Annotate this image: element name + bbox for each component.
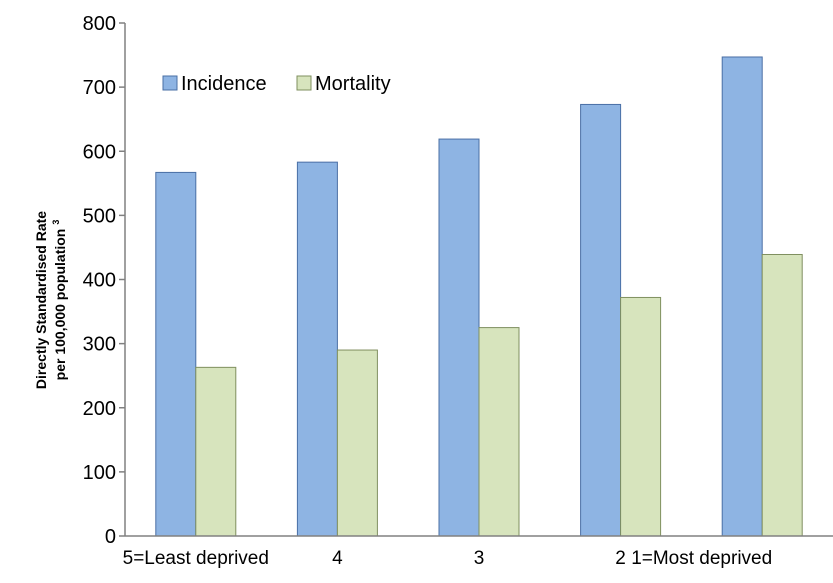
y-tick-label: 100: [83, 462, 116, 484]
x-category-label: 4: [332, 548, 343, 569]
y-axis-title-line2-text: per 100,000 population: [52, 229, 68, 381]
y-axis-title: Directly Standardised Rate per 100,000 p…: [33, 211, 68, 389]
y-tick-label: 700: [83, 77, 116, 99]
bar-incidence-2: [438, 138, 480, 537]
bar-incidence-3: [580, 103, 622, 537]
bar-mortality-1: [336, 349, 378, 537]
bar-mortality-2: [478, 327, 520, 537]
x-category-label: 5=Least deprived: [123, 548, 269, 569]
bars-layer: [155, 56, 803, 537]
legend-swatch-mortality: [296, 75, 312, 91]
bar-incidence-0: [155, 171, 197, 537]
y-tick-label: 300: [83, 334, 116, 356]
y-ticks: 0 100 200 300 400 500 600 700 800: [83, 13, 125, 548]
bar-incidence-1: [296, 161, 338, 537]
y-axis-title-superscript: 3: [51, 220, 61, 225]
y-tick-label: 400: [83, 270, 116, 292]
legend: Incidence Mortality: [162, 73, 391, 95]
y-axis-title-line2: per 100,000 population 3: [51, 220, 68, 381]
bar-mortality-4: [761, 253, 803, 537]
y-axis-title-line1: Directly Standardised Rate: [33, 211, 49, 389]
legend-swatch-incidence: [162, 75, 178, 91]
bar-mortality-0: [195, 366, 237, 537]
y-tick-label: 500: [83, 205, 116, 227]
y-tick-label: 600: [83, 141, 116, 163]
y-tick-label: 200: [83, 398, 116, 420]
x-category-labels: 5=Least deprived 4 3 2 1=Most deprived: [123, 548, 773, 569]
y-tick-label: 800: [83, 13, 116, 35]
x-category-label: 1=Most deprived: [631, 548, 772, 569]
legend-label-incidence: Incidence: [181, 73, 267, 95]
x-category-label: 2: [615, 548, 626, 569]
legend-label-mortality: Mortality: [315, 73, 391, 95]
y-tick-label: 0: [105, 526, 116, 548]
bar-mortality-3: [620, 296, 662, 537]
bar-incidence-4: [721, 56, 763, 537]
x-category-label: 3: [474, 548, 485, 569]
